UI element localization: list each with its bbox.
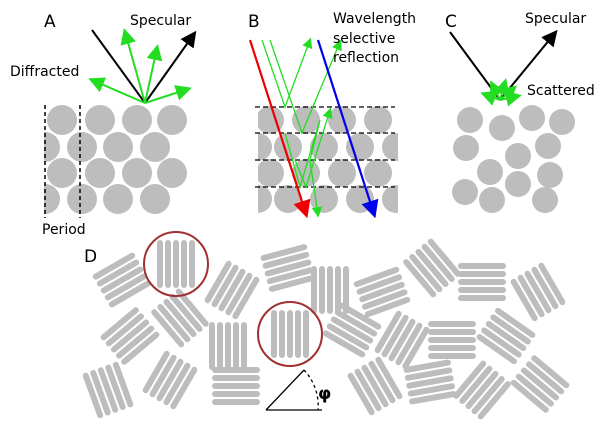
particle xyxy=(519,105,545,131)
particle xyxy=(140,184,170,214)
stripe-group xyxy=(274,313,306,355)
particle xyxy=(328,159,356,187)
stripe-group xyxy=(357,270,407,314)
particle xyxy=(505,171,531,197)
particle xyxy=(122,158,152,188)
particle xyxy=(292,106,320,134)
particle xyxy=(452,179,478,205)
stripe-group xyxy=(86,365,130,415)
stripe-group xyxy=(208,264,257,316)
particle xyxy=(67,184,97,214)
figure: A Specular Diffracted Period B Wavelengt… xyxy=(0,0,603,421)
stripe-group xyxy=(378,314,427,366)
particle xyxy=(67,132,97,162)
annotation: reflection xyxy=(333,50,399,66)
stripe-group xyxy=(215,370,257,402)
particle xyxy=(256,159,284,187)
particle xyxy=(328,106,356,134)
stripe-group xyxy=(212,325,244,367)
particle xyxy=(537,162,563,188)
panel-label: B xyxy=(248,12,260,32)
particle xyxy=(122,105,152,135)
annotation: Period xyxy=(42,222,86,238)
stripe-group xyxy=(96,256,148,305)
stripe-group xyxy=(160,243,192,285)
panel-label: A xyxy=(44,12,56,32)
stripe-group xyxy=(351,360,400,412)
stripe-group xyxy=(406,242,458,295)
annotation: Wavelength xyxy=(333,11,416,27)
particle xyxy=(532,187,558,213)
particle xyxy=(157,105,187,135)
annotation: Specular xyxy=(525,11,586,27)
stripe-group xyxy=(146,354,195,406)
panel-label: D xyxy=(84,247,97,267)
particle xyxy=(157,158,187,188)
stripe-group xyxy=(461,266,503,298)
particle xyxy=(535,133,561,159)
panel-label: C xyxy=(445,12,457,32)
stripe-group xyxy=(480,311,533,361)
particle xyxy=(47,105,77,135)
particle xyxy=(364,106,392,134)
angle xyxy=(266,370,322,410)
stripe-group xyxy=(264,247,313,289)
particle xyxy=(85,158,115,188)
particle xyxy=(103,184,133,214)
particle xyxy=(382,185,410,213)
particle xyxy=(549,109,575,135)
stripe-group xyxy=(456,364,508,417)
particle xyxy=(103,132,133,162)
particles xyxy=(30,105,575,214)
particle xyxy=(477,159,503,185)
stripe-group xyxy=(154,292,206,345)
stripe-group xyxy=(407,363,454,402)
angle-label: φ xyxy=(318,384,331,404)
annotation: Diffracted xyxy=(10,64,79,80)
annotation: selective xyxy=(333,31,395,47)
stripe-group xyxy=(514,358,567,410)
arrows-a xyxy=(92,30,194,103)
particle xyxy=(489,115,515,141)
stripe-group xyxy=(431,324,473,356)
particle xyxy=(244,133,272,161)
lattice-a xyxy=(30,105,187,214)
particle xyxy=(364,159,392,187)
annotation: Specular xyxy=(130,13,191,29)
particle xyxy=(505,143,531,169)
particle xyxy=(140,132,170,162)
particle xyxy=(382,133,410,161)
particle xyxy=(479,187,505,213)
particle xyxy=(244,185,272,213)
stripe-group xyxy=(104,310,157,362)
particle xyxy=(47,158,77,188)
particle xyxy=(453,135,479,161)
stripe-group xyxy=(514,266,563,318)
particle xyxy=(457,107,483,133)
annotation: Scattered xyxy=(527,83,595,99)
particle xyxy=(85,105,115,135)
